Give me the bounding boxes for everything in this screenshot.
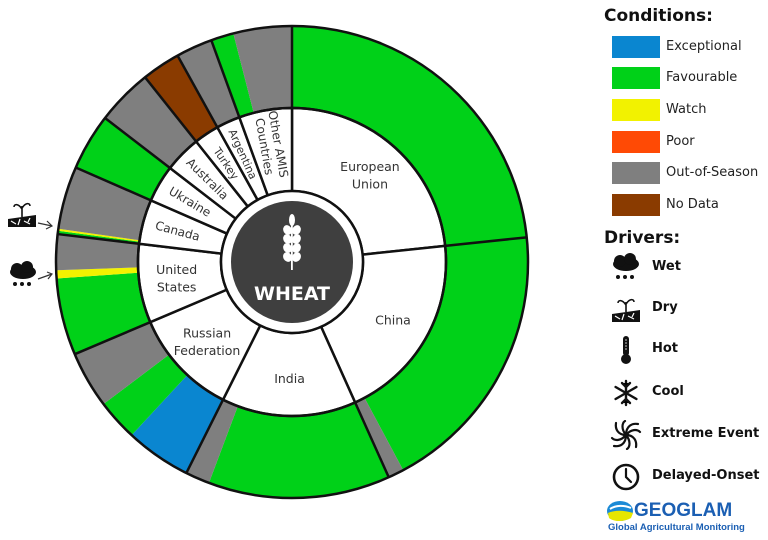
outer-segment-other-amis-countries-favourable: [211, 33, 254, 118]
outer-segment-canada-out-of-season: [58, 167, 151, 241]
no-data-swatch: [612, 194, 660, 216]
snowflake-icon: [614, 379, 638, 407]
outer-segment-russian-federation-favourable: [103, 354, 188, 436]
legend-item-out-of-season: Out-of-Season: [612, 162, 768, 186]
outer-segment-united-states-out-of-season: [55, 234, 140, 271]
legend-item-no-data: No Data: [612, 194, 768, 218]
outer-segment-other-amis-countries-out-of-season: [233, 26, 292, 113]
conditions-title: Conditions:: [604, 6, 713, 26]
country-boundary-line: [75, 166, 152, 202]
ring-outline: [54, 24, 530, 500]
outer-segment-russian-federation-exceptional: [131, 374, 224, 474]
exceptional-swatch: [612, 36, 660, 58]
cyclone-icon: [610, 420, 642, 450]
crop-label: WHEAT: [254, 283, 330, 305]
country-boundary-line: [353, 401, 390, 478]
legend-item-hot: Hot: [610, 335, 768, 365]
rain-cloud-icon: [10, 261, 36, 286]
outer-segment-india-out-of-season: [186, 399, 238, 483]
legend: Conditions: Exceptional Favourable Watch…: [600, 0, 768, 540]
ring-outline: [136, 106, 448, 418]
outer-segment-india-favourable: [208, 402, 389, 498]
country-label-united-states: United States: [156, 262, 197, 295]
outer-segment-russian-federation-out-of-season: [74, 322, 170, 405]
outer-segment-turkey-no-data: [145, 55, 218, 142]
geoglam-globe-icon: [607, 501, 633, 521]
wheat-icon: [283, 214, 301, 270]
wet-driver-marker-us: [10, 261, 53, 286]
legend-item-extreme-event: Extreme Event: [610, 420, 768, 450]
favourable-swatch: [612, 67, 660, 89]
country-label-european-union: European Union: [340, 159, 400, 192]
country-boundary-line: [57, 232, 140, 246]
inner-ring-countries: [54, 24, 530, 500]
geoglam-logo: GEOGLAM Global Agricultural Monitoring: [607, 500, 745, 533]
drivers-title: Drivers:: [604, 228, 681, 248]
clock-icon: [612, 463, 640, 491]
wheat-crop-conditions-chart: European Union China India Russian Federation…: [8, 24, 530, 500]
legend-item-delayed-onset: Delayed-Onset: [610, 462, 768, 492]
outer-segment-united-states-watch: [56, 267, 139, 279]
country-boundary-line: [210, 39, 241, 118]
outer-segment-european-union-favourable: [292, 26, 527, 246]
outer-segment-argentina-out-of-season: [177, 40, 240, 128]
country-boundary-line: [185, 399, 225, 474]
outer-segment-ukraine-favourable: [75, 118, 170, 201]
country-label-india: India: [274, 371, 305, 386]
legend-item-dry: Dry: [610, 294, 768, 324]
outer-segment-china-favourable: [364, 237, 528, 471]
country-boundary-line: [144, 76, 198, 143]
outer-segment-china-out-of-season: [355, 397, 404, 478]
rain-cloud-icon: [613, 253, 639, 279]
dry-soil-icon: [612, 298, 640, 322]
center-badge: WHEAT: [219, 189, 365, 335]
country-boundary-line: [445, 236, 527, 248]
legend-item-wet: Wet: [610, 253, 768, 283]
dry-driver-marker-canada: [8, 202, 54, 230]
outer-segment-australia-out-of-season: [105, 77, 197, 169]
country-boundary-line: [176, 54, 219, 128]
legend-item-poor: Poor: [612, 131, 768, 155]
legend-item-watch: Watch: [612, 99, 768, 123]
country-boundary-line: [74, 321, 151, 356]
country-label-russian-federation: Russian Federation: [174, 325, 241, 358]
outer-ring-conditions: [55, 26, 528, 498]
out-of-season-swatch: [612, 162, 660, 184]
thermometer-icon: [621, 336, 631, 364]
outer-segment-canada-watch: [58, 228, 140, 242]
country-label-china: China: [375, 312, 411, 327]
dry-soil-icon: [8, 202, 36, 227]
legend-item-cool: Cool: [610, 378, 768, 408]
outer-segment-united-states-favourable: [56, 272, 151, 355]
legend-item-exceptional: Exceptional: [612, 36, 768, 60]
legend-item-favourable: Favourable: [612, 67, 768, 91]
watch-swatch: [612, 99, 660, 121]
poor-swatch: [612, 131, 660, 153]
country-boundary-line: [104, 117, 171, 170]
